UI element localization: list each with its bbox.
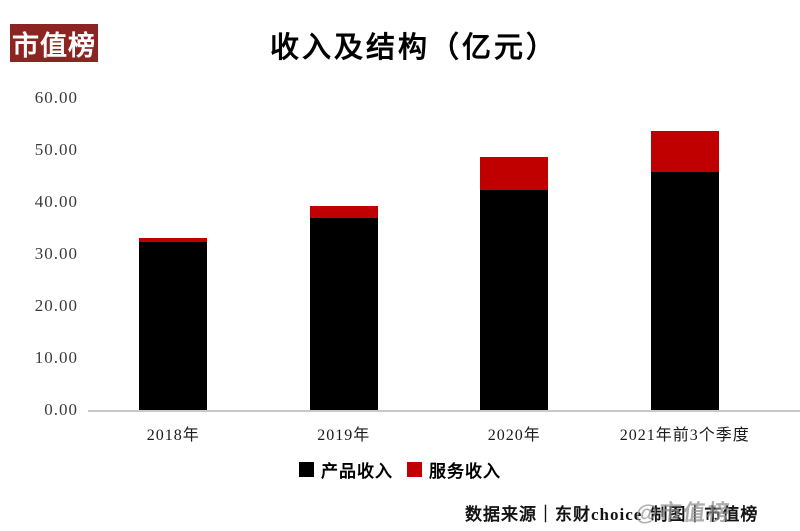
bar-segment-service	[650, 131, 719, 173]
bar-segment-service	[139, 238, 208, 243]
bar-segment-service	[309, 205, 378, 218]
credit-text: 制图｜市值榜	[650, 505, 759, 524]
legend-item-product: 产品收入	[299, 457, 393, 482]
y-tick-label: 0.00	[44, 400, 78, 419]
bar-2018年	[139, 238, 208, 410]
bar-segment-product	[309, 217, 378, 410]
site-logo: 市值榜	[10, 24, 98, 62]
chart-title: 收入及结构（亿元）	[269, 32, 558, 64]
bar-segment-product	[139, 242, 208, 410]
site-logo-text: 市值榜	[12, 30, 96, 61]
x-tick-label: 2019年	[317, 427, 371, 444]
bar-segment-service	[480, 157, 549, 190]
watermark-text: @市值榜	[634, 500, 733, 525]
x-tick-label: 2018年	[146, 427, 200, 444]
x-tick-label: 2020年	[487, 427, 541, 444]
legend: 产品收入 服务收入	[0, 457, 800, 482]
y-tick-label: 50.00	[34, 140, 78, 159]
bar-2020年	[480, 157, 549, 410]
y-tick-label: 10.00	[34, 348, 78, 367]
bar-segment-product	[650, 172, 719, 410]
x-axis-line	[88, 410, 800, 412]
y-tick-label: 40.00	[34, 192, 78, 211]
bar-2021年前3个季度	[650, 131, 719, 410]
legend-item-service: 服务收入	[407, 457, 501, 482]
bar-segment-product	[480, 189, 549, 410]
y-tick-label: 30.00	[34, 244, 78, 263]
y-tick-label: 60.00	[34, 88, 78, 107]
y-tick-label: 20.00	[34, 296, 78, 315]
x-tick-label: 2021年前3个季度	[619, 427, 750, 444]
legend-label: 服务收入	[429, 462, 501, 481]
footer: 数据来源｜东财choice 制图｜市值榜	[465, 500, 758, 525]
bar-2019年	[309, 205, 378, 410]
legend-label: 产品收入	[321, 462, 393, 481]
data-source-text: 数据来源｜东财choice	[465, 505, 643, 524]
legend-swatch-product	[299, 462, 314, 477]
legend-swatch-service	[407, 462, 422, 477]
